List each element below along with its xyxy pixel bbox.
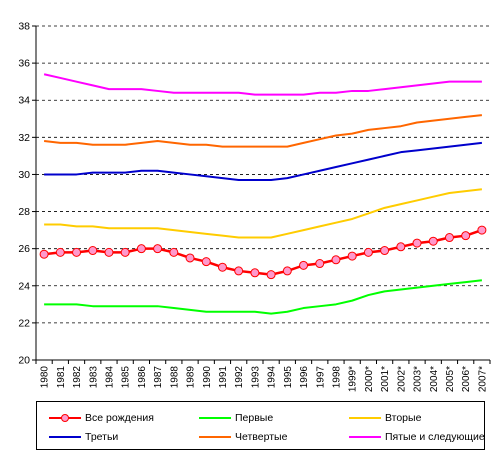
data-point: [331, 255, 341, 265]
data-point: [477, 225, 487, 235]
legend-swatch: [349, 417, 381, 419]
x-tick-label: 1987: [153, 366, 164, 389]
y-tick-label: 26: [18, 243, 30, 255]
plot-svg: 20 22 24 26 28 30 32 34 36 38 1980 1981 1982 1983 1984…: [18, 21, 491, 392]
data-point: [55, 247, 65, 257]
x-tick-label: 1998: [331, 366, 342, 389]
legend-label: Четвертые: [235, 431, 288, 443]
data-point: [88, 246, 98, 256]
legend-swatch: [199, 436, 231, 438]
x-tick-label: 2004*: [429, 366, 440, 392]
x-tick-label: 1997: [315, 366, 326, 389]
data-point: [250, 268, 260, 278]
x-tick-label: 2000*: [364, 366, 375, 392]
x-tick-label: 1982: [72, 366, 83, 389]
x-tick-label: 1996: [299, 366, 310, 389]
data-point: [72, 247, 82, 257]
data-point: [396, 242, 406, 252]
x-tick-label: 2006*: [461, 366, 472, 392]
x-tick-label: 1980: [40, 366, 51, 389]
x-tick-label: 1986: [137, 366, 148, 389]
data-point: [153, 244, 163, 254]
data-point: [201, 257, 211, 267]
series-line: [43, 114, 483, 148]
legend-label: Третьи: [85, 431, 119, 443]
series-line: [44, 279, 483, 315]
y-tick-label: 38: [18, 21, 30, 33]
x-tick-label: 1992: [234, 366, 245, 389]
data-point: [412, 238, 422, 248]
series-line: [43, 228, 483, 276]
x-tick-label: 1994: [267, 366, 278, 389]
x-tick-label: 2002*: [396, 366, 407, 392]
y-tick-label: 36: [18, 58, 30, 70]
y-tick-label: 32: [18, 132, 30, 144]
data-point: [347, 251, 357, 261]
x-tick-label: 1981: [56, 366, 67, 389]
x-tick-label: 1999*: [348, 366, 359, 392]
x-tick-label: 1991: [218, 366, 229, 389]
x-tick-label: 2003*: [413, 366, 424, 392]
data-point: [217, 262, 227, 272]
legend-label: Вторые: [385, 412, 422, 424]
legend-swatch: [49, 436, 81, 438]
x-tick-label: 2005*: [445, 366, 456, 392]
legend-label: Первые: [235, 412, 274, 424]
data-point: [363, 247, 373, 257]
x-tick-label: 1984: [104, 366, 115, 389]
y-tick-label: 28: [18, 206, 30, 218]
x-tick-label: 1983: [88, 366, 99, 389]
y-tick-label: 20: [18, 355, 30, 367]
data-point: [444, 233, 454, 243]
x-tick-label: 1988: [169, 366, 180, 389]
data-point: [428, 236, 438, 246]
y-tick-label: 22: [18, 317, 30, 329]
data-point: [266, 270, 276, 280]
data-point: [282, 266, 292, 276]
legend: Все рождения Первые Вторые Третьи Четвертые П…: [36, 401, 485, 450]
legend-swatch: [49, 414, 81, 422]
data-point: [169, 247, 179, 257]
data-point: [185, 253, 195, 263]
data-point: [299, 260, 309, 270]
data-point: [136, 244, 146, 254]
x-tick-label: 1993: [250, 366, 261, 389]
x-tick-label: 1985: [121, 366, 132, 389]
y-tick-label: 34: [18, 95, 30, 107]
data-point: [39, 249, 49, 259]
series-line: [44, 141, 483, 182]
series-line: [44, 188, 483, 239]
data-point: [380, 246, 390, 256]
x-tick-label: 1989: [186, 366, 197, 389]
x-tick-label: 2001*: [380, 366, 391, 392]
data-point: [234, 266, 244, 276]
x-tick-label: 2007*: [477, 366, 488, 392]
y-tick-label: 24: [18, 280, 30, 292]
legend-swatch: [199, 417, 231, 419]
data-point: [104, 247, 114, 257]
legend-label: Все рождения: [85, 412, 154, 424]
legend-label: Пятые и следующие: [385, 431, 485, 443]
series-line: [43, 73, 482, 96]
x-tick-label: 1990: [202, 366, 213, 389]
legend-swatch: [349, 436, 381, 438]
data-point: [315, 259, 325, 269]
y-tick-label: 30: [18, 169, 30, 181]
x-tick-label: 1995: [283, 366, 294, 389]
data-point: [120, 247, 130, 257]
data-point: [461, 231, 471, 241]
